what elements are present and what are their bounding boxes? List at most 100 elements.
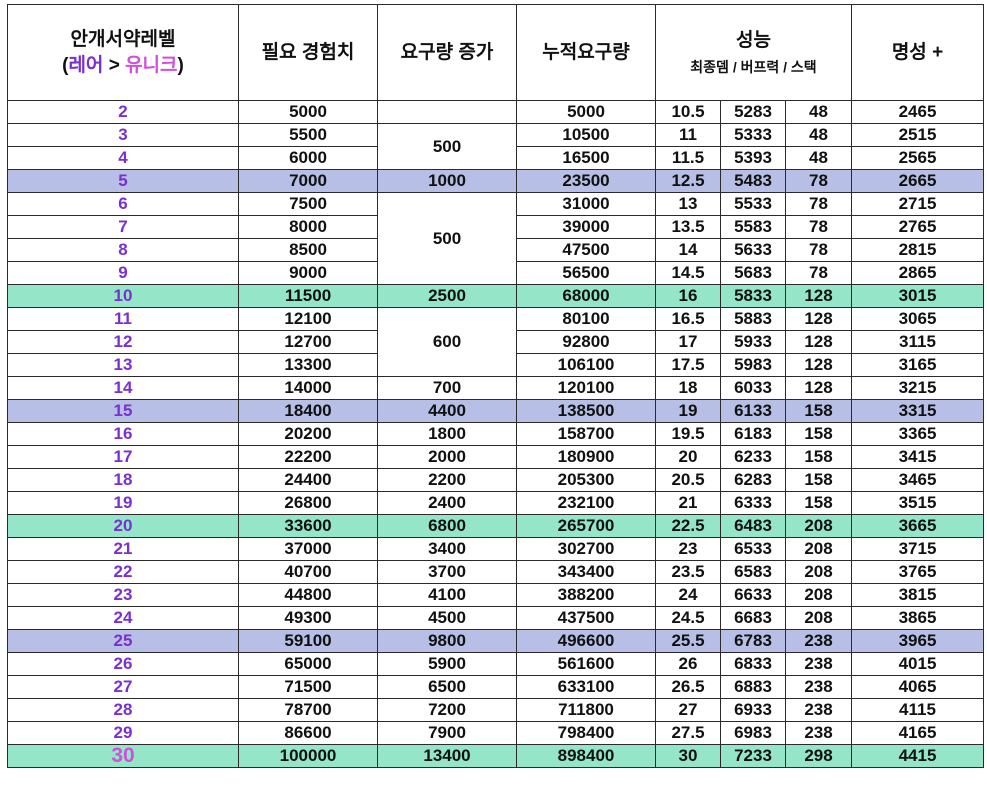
table-row: 23 44800 4100 388200 24 6633 208 3815 <box>7 583 984 607</box>
table-row: 13 13300 106100 17.5 5983 128 3165 <box>7 353 984 377</box>
cell-increase: 3700 <box>377 560 517 584</box>
cell-final-damage: 26 <box>655 652 721 676</box>
cell-stack: 238 <box>785 652 852 676</box>
cell-cumulative: 158700 <box>516 422 656 446</box>
rarity-transition: (레어 > 유니크) <box>62 55 184 76</box>
cell-cumulative: 205300 <box>516 468 656 492</box>
cell-stack: 78 <box>785 215 852 239</box>
cell-level: 9 <box>7 261 239 285</box>
cell-fame: 3665 <box>851 514 984 538</box>
cell-level: 16 <box>7 422 239 446</box>
cell-cumulative: 265700 <box>516 514 656 538</box>
cell-stack: 78 <box>785 192 852 216</box>
cell-buff-power: 5983 <box>720 353 786 377</box>
table-row: 19 26800 2400 232100 21 6333 158 3515 <box>7 491 984 515</box>
cell-fame: 3065 <box>851 307 984 331</box>
cell-fame: 2865 <box>851 261 984 285</box>
cell-increase: 2200 <box>377 468 517 492</box>
cell-required-exp: 9000 <box>238 261 378 285</box>
cell-cumulative: 232100 <box>516 491 656 515</box>
cell-fame: 2515 <box>851 123 984 147</box>
cell-fame: 3515 <box>851 491 984 515</box>
cell-required-exp: 65000 <box>238 652 378 676</box>
cell-final-damage: 17 <box>655 330 721 354</box>
cell-buff-power: 5393 <box>720 146 786 170</box>
cell-stack: 238 <box>785 675 852 699</box>
cell-stack: 158 <box>785 468 852 492</box>
cell-cumulative: 92800 <box>516 330 656 354</box>
cell-stack: 78 <box>785 238 852 262</box>
cell-buff-power: 6883 <box>720 675 786 699</box>
cell-level: 6 <box>7 192 239 216</box>
rarity-unique: 유니크 <box>125 54 178 76</box>
cell-stack: 298 <box>785 744 852 768</box>
cell-buff-power: 5483 <box>720 169 786 193</box>
cell-final-damage: 16.5 <box>655 307 721 331</box>
table-row: 21 37000 3400 302700 23 6533 208 3715 <box>7 537 984 561</box>
cell-level: 5 <box>7 169 239 193</box>
cell-stack: 78 <box>785 261 852 285</box>
cell-final-damage: 30 <box>655 744 721 768</box>
cell-stack: 238 <box>785 629 852 653</box>
table-row: 27 71500 6500 633100 26.5 6883 238 4065 <box>7 675 984 699</box>
cell-buff-power: 5283 <box>720 100 786 124</box>
table-row: 15 18400 4400 138500 19 6133 158 3315 <box>7 399 984 423</box>
cell-final-damage: 10.5 <box>655 100 721 124</box>
cell-increase: 6800 <box>377 514 517 538</box>
cell-buff-power: 6783 <box>720 629 786 653</box>
cell-required-exp: 78700 <box>238 698 378 722</box>
cell-buff-power: 6983 <box>720 721 786 745</box>
cell-cumulative: 180900 <box>516 445 656 469</box>
cell-cumulative: 711800 <box>516 698 656 722</box>
header-increase: 요구량 증가 <box>377 4 517 101</box>
cell-level: 28 <box>7 698 239 722</box>
cell-level: 18 <box>7 468 239 492</box>
cell-buff-power: 6183 <box>720 422 786 446</box>
cell-final-damage: 18 <box>655 376 721 400</box>
cell-buff-power: 6833 <box>720 652 786 676</box>
level-table: 안개서약레벨 (레어 > 유니크) 필요 경험치 요구량 증가 누적요구량 성능… <box>7 4 984 768</box>
cell-stack: 208 <box>785 560 852 584</box>
cell-increase: 5900 <box>377 652 517 676</box>
table-row: 7 8000 39000 13.5 5583 78 2765 <box>7 215 984 239</box>
cell-level: 19 <box>7 491 239 515</box>
cell-fame: 3015 <box>851 284 984 308</box>
cell-level: 11 <box>7 307 239 331</box>
table-body: 2 5000 5000 10.5 5283 48 2465 3 5500 500 10500 11 53… <box>7 100 984 768</box>
cell-required-exp: 5000 <box>238 100 378 124</box>
table-row: 28 78700 7200 711800 27 6933 238 4115 <box>7 698 984 722</box>
cell-required-exp: 12700 <box>238 330 378 354</box>
cell-cumulative: 898400 <box>516 744 656 768</box>
cell-final-damage: 11.5 <box>655 146 721 170</box>
header-row: 안개서약레벨 (레어 > 유니크) 필요 경험치 요구량 증가 누적요구량 성능… <box>7 4 984 101</box>
cell-required-exp: 24400 <box>238 468 378 492</box>
cell-stack: 238 <box>785 721 852 745</box>
table-row: 17 22200 2000 180900 20 6233 158 3415 <box>7 445 984 469</box>
cell-required-exp: 20200 <box>238 422 378 446</box>
cell-cumulative: 56500 <box>516 261 656 285</box>
header-required-exp: 필요 경험치 <box>238 4 378 101</box>
cell-stack: 158 <box>785 399 852 423</box>
cell-stack: 208 <box>785 537 852 561</box>
cell-buff-power: 6133 <box>720 399 786 423</box>
cell-level: 23 <box>7 583 239 607</box>
cell-final-damage: 19 <box>655 399 721 423</box>
cell-stack: 128 <box>785 376 852 400</box>
cell-required-exp: 86600 <box>238 721 378 745</box>
cell-cumulative: 68000 <box>516 284 656 308</box>
cell-level: 25 <box>7 629 239 653</box>
cell-stack: 208 <box>785 583 852 607</box>
rarity-arrow: > <box>103 54 126 76</box>
cell-required-exp: 44800 <box>238 583 378 607</box>
cell-cumulative: 23500 <box>516 169 656 193</box>
cell-final-damage: 22.5 <box>655 514 721 538</box>
cell-level: 8 <box>7 238 239 262</box>
cell-final-damage: 14.5 <box>655 261 721 285</box>
cell-fame: 4015 <box>851 652 984 676</box>
cell-cumulative: 343400 <box>516 560 656 584</box>
cell-increase: 1800 <box>377 422 517 446</box>
table-row: 20 33600 6800 265700 22.5 6483 208 3665 <box>7 514 984 538</box>
performance-title: 성능 <box>736 30 771 52</box>
table-row: 29 86600 7900 798400 27.5 6983 238 4165 <box>7 721 984 745</box>
cell-stack: 48 <box>785 123 852 147</box>
